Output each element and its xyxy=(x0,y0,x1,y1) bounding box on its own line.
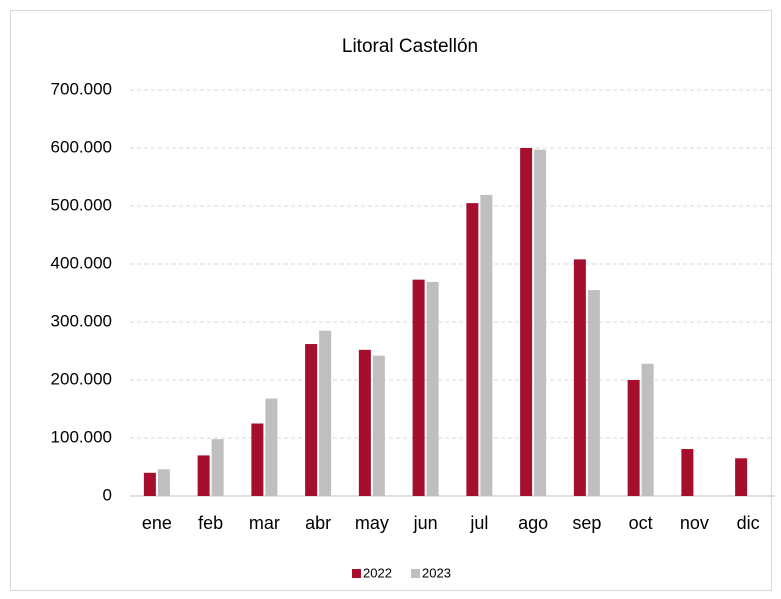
x-tick-label: ago xyxy=(518,513,548,533)
bar xyxy=(412,279,425,496)
bar xyxy=(520,148,533,496)
x-tick-label: sep xyxy=(572,513,601,533)
bar xyxy=(143,472,156,496)
bar xyxy=(319,330,332,496)
bar xyxy=(305,344,318,496)
x-tick-label: jun xyxy=(413,513,438,533)
bar xyxy=(211,439,224,496)
legend-swatch xyxy=(411,569,420,578)
bar xyxy=(265,398,278,496)
y-tick-label: 600.000 xyxy=(51,137,112,156)
legend-swatch xyxy=(352,569,361,578)
y-tick-label: 100.000 xyxy=(51,427,112,446)
x-tick-label: dic xyxy=(737,513,760,533)
bar xyxy=(573,259,586,496)
x-tick-label: nov xyxy=(680,513,709,533)
x-tick-label: jul xyxy=(469,513,488,533)
x-tick-label: oct xyxy=(629,513,653,533)
bar xyxy=(251,423,264,496)
x-tick-label: ene xyxy=(142,513,172,533)
y-tick-label: 0 xyxy=(103,485,112,504)
y-tick-label: 500.000 xyxy=(51,195,112,214)
bar xyxy=(480,194,493,497)
bar xyxy=(627,380,640,496)
x-tick-label: may xyxy=(355,513,389,533)
x-tick-label: feb xyxy=(198,513,223,533)
y-tick-label: 300.000 xyxy=(51,311,112,330)
legend-label: 2022 xyxy=(363,565,392,580)
bar xyxy=(358,349,371,496)
chart-frame xyxy=(10,10,772,591)
y-tick-label: 700.000 xyxy=(51,79,112,98)
bar xyxy=(587,290,600,496)
bar xyxy=(426,281,439,496)
x-tick-label: abr xyxy=(305,513,331,533)
chart-title: Litoral Castellón xyxy=(342,36,478,57)
bar xyxy=(641,363,654,496)
bar xyxy=(197,455,210,496)
bar xyxy=(372,355,385,496)
x-tick-label: mar xyxy=(249,513,280,533)
y-tick-label: 200.000 xyxy=(51,369,112,388)
bar xyxy=(735,458,748,496)
bar xyxy=(534,149,547,497)
bar xyxy=(681,449,694,496)
y-tick-label: 400.000 xyxy=(51,253,112,272)
bar xyxy=(157,469,170,496)
bar xyxy=(466,203,479,496)
legend-label: 2023 xyxy=(422,565,451,580)
